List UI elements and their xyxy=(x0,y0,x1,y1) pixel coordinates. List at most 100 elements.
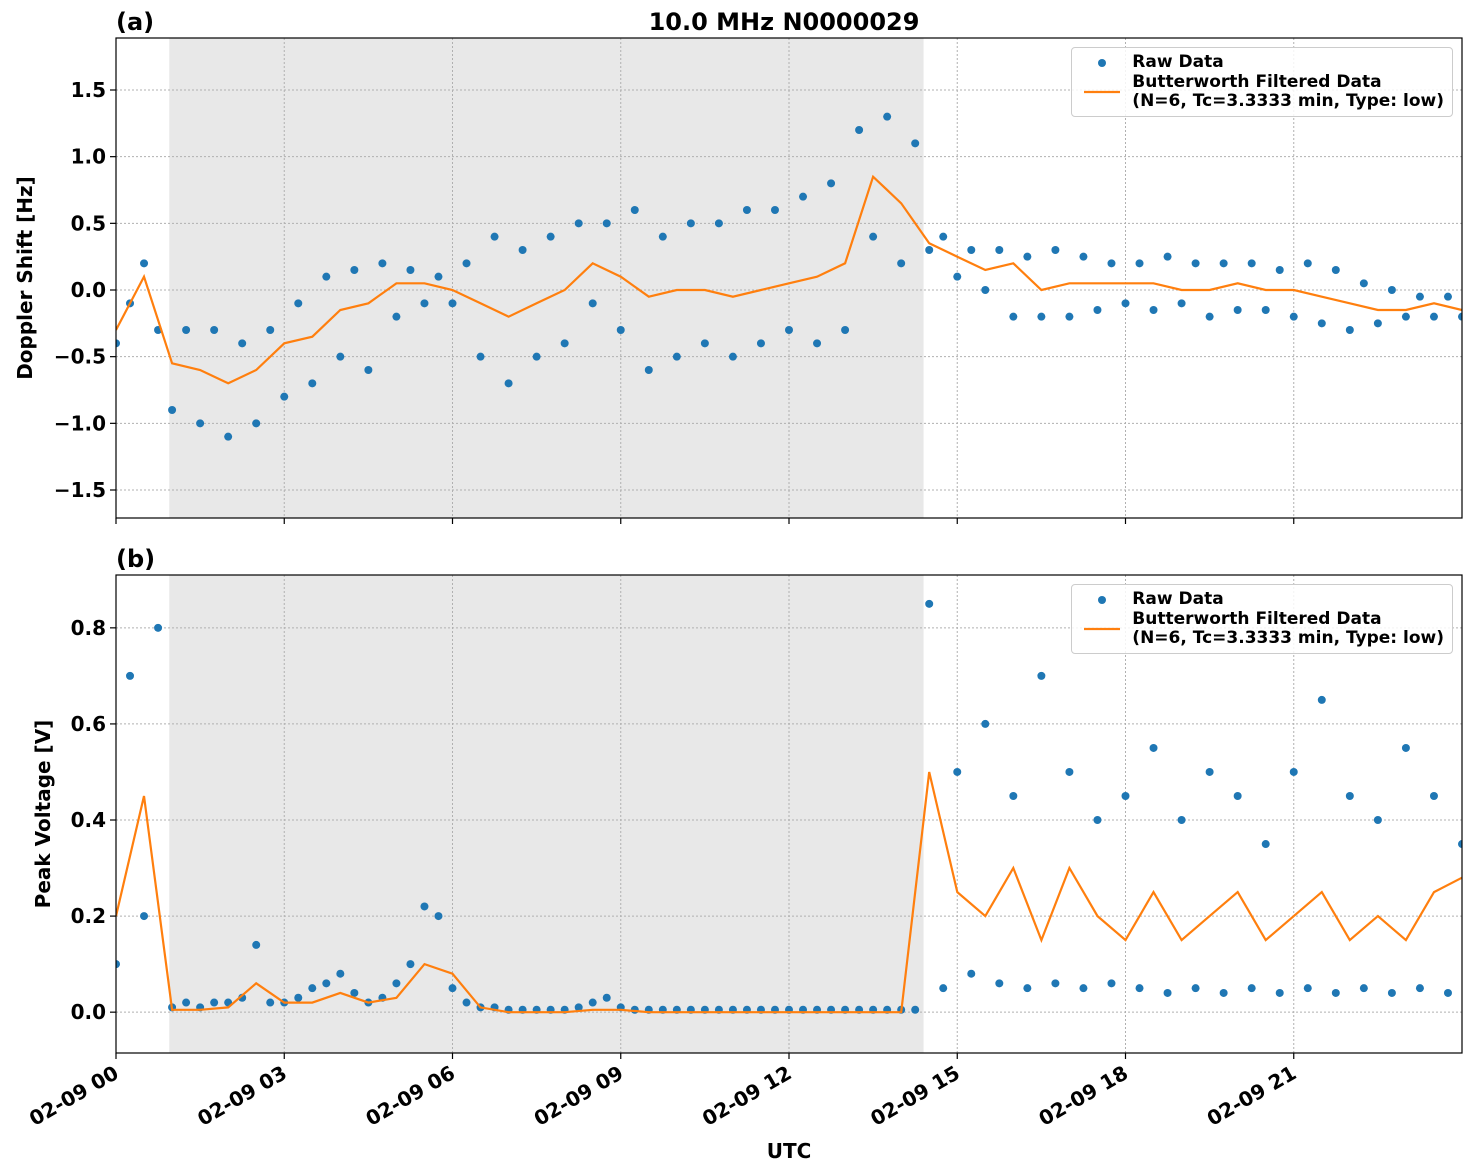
y-tick-label: −0.5 xyxy=(54,345,106,369)
raw-point xyxy=(378,259,387,268)
raw-point xyxy=(266,326,275,334)
legend-entry: Raw Data xyxy=(1080,590,1444,609)
plot-area xyxy=(116,599,1462,1014)
raw-point xyxy=(182,998,191,1007)
legend-line xyxy=(1084,627,1121,631)
raw-point xyxy=(560,339,569,348)
raw-point xyxy=(1303,259,1312,268)
axes-frame xyxy=(115,574,1463,1054)
legend-label: Raw Data xyxy=(1132,589,1224,609)
raw-point xyxy=(1079,252,1088,261)
raw-point xyxy=(1415,292,1424,301)
raw-point xyxy=(1233,306,1242,314)
raw-point xyxy=(574,1003,583,1012)
raw-point xyxy=(799,192,808,201)
raw-point xyxy=(1303,984,1312,993)
raw-point xyxy=(462,998,471,1007)
raw-point xyxy=(238,339,247,348)
raw-point xyxy=(266,998,275,1007)
raw-point xyxy=(196,419,205,428)
raw-point xyxy=(224,432,233,441)
panel-label: (b) xyxy=(116,545,155,573)
raw-point xyxy=(322,979,331,988)
raw-point xyxy=(462,259,471,268)
raw-point xyxy=(967,969,976,978)
legend-key xyxy=(1080,594,1124,606)
x-tick-label: 02-09 06 xyxy=(361,1061,459,1131)
raw-point xyxy=(897,259,906,268)
raw-point xyxy=(420,902,429,911)
raw-point xyxy=(504,379,513,388)
legend-label: Butterworth Filtered Data (N=6, Tc=3.333… xyxy=(1132,609,1444,648)
raw-point xyxy=(140,912,149,921)
y-tick-label: 1.0 xyxy=(71,145,106,169)
raw-point xyxy=(1177,299,1186,308)
raw-point xyxy=(434,272,443,281)
shaded-region xyxy=(169,38,924,518)
raw-point xyxy=(770,206,779,214)
raw-point xyxy=(1317,319,1326,328)
raw-point xyxy=(434,912,443,921)
legend-key xyxy=(1080,86,1124,98)
y-tick-label: −1.0 xyxy=(54,411,106,435)
raw-point xyxy=(168,406,177,414)
raw-point xyxy=(1163,252,1172,261)
legend-entry: Butterworth Filtered Data (N=6, Tc=3.333… xyxy=(1080,73,1444,111)
x-tick-label: 02-09 03 xyxy=(193,1061,291,1131)
raw-point xyxy=(1345,791,1354,800)
raw-point xyxy=(252,940,261,949)
raw-point xyxy=(448,984,457,993)
panel-label: (a) xyxy=(116,8,154,36)
raw-point xyxy=(294,299,303,308)
raw-point xyxy=(813,339,822,348)
raw-point xyxy=(939,984,948,993)
raw-point xyxy=(1107,979,1116,988)
y-tick-label: 0.0 xyxy=(71,278,106,302)
raw-point xyxy=(518,246,527,254)
axes-frame xyxy=(115,37,1463,519)
raw-point xyxy=(308,379,317,388)
raw-point xyxy=(925,246,934,254)
raw-point xyxy=(1429,312,1438,321)
raw-point xyxy=(911,139,920,148)
raw-point xyxy=(1373,319,1382,328)
y-tick-label: 0.2 xyxy=(71,904,106,928)
raw-point xyxy=(1191,984,1200,993)
filtered-line xyxy=(116,174,1462,385)
y-tick-label: 1.5 xyxy=(71,78,106,102)
raw-point xyxy=(1345,326,1354,334)
legend: Raw Data Butterworth Filtered Data (N=6, … xyxy=(1071,47,1453,117)
raw-point xyxy=(476,352,485,361)
raw-point xyxy=(154,623,163,632)
raw-point xyxy=(1023,984,1032,993)
filtered-line xyxy=(116,771,1462,1014)
raw-point xyxy=(883,112,892,121)
raw-point xyxy=(728,352,737,361)
chart-title: 10.0 MHz N0000029 xyxy=(649,8,920,36)
raw-point xyxy=(140,259,149,268)
raw-point xyxy=(1149,743,1158,752)
raw-point xyxy=(911,1005,920,1014)
raw-point xyxy=(532,352,541,361)
raw-point xyxy=(1359,984,1368,993)
y-tick-label: 0.6 xyxy=(71,712,106,736)
raw-point xyxy=(588,998,597,1007)
legend-marker-dot xyxy=(1098,595,1107,604)
raw-point xyxy=(116,339,120,348)
raw-point xyxy=(1037,312,1046,321)
raw-point xyxy=(1289,767,1298,776)
raw-point xyxy=(841,326,850,334)
raw-point xyxy=(714,219,723,228)
raw-point xyxy=(953,767,962,776)
x-tick-label: 02-09 21 xyxy=(1203,1061,1301,1131)
raw-point xyxy=(182,326,191,334)
raw-point xyxy=(574,219,583,228)
y-axis-label: Doppler Shift [Hz] xyxy=(13,176,37,380)
raw-point xyxy=(658,232,667,241)
raw-point xyxy=(953,272,962,281)
plot-area xyxy=(116,112,1462,441)
raw-point xyxy=(336,352,345,361)
raw-point xyxy=(855,126,864,134)
raw-point xyxy=(1233,791,1242,800)
